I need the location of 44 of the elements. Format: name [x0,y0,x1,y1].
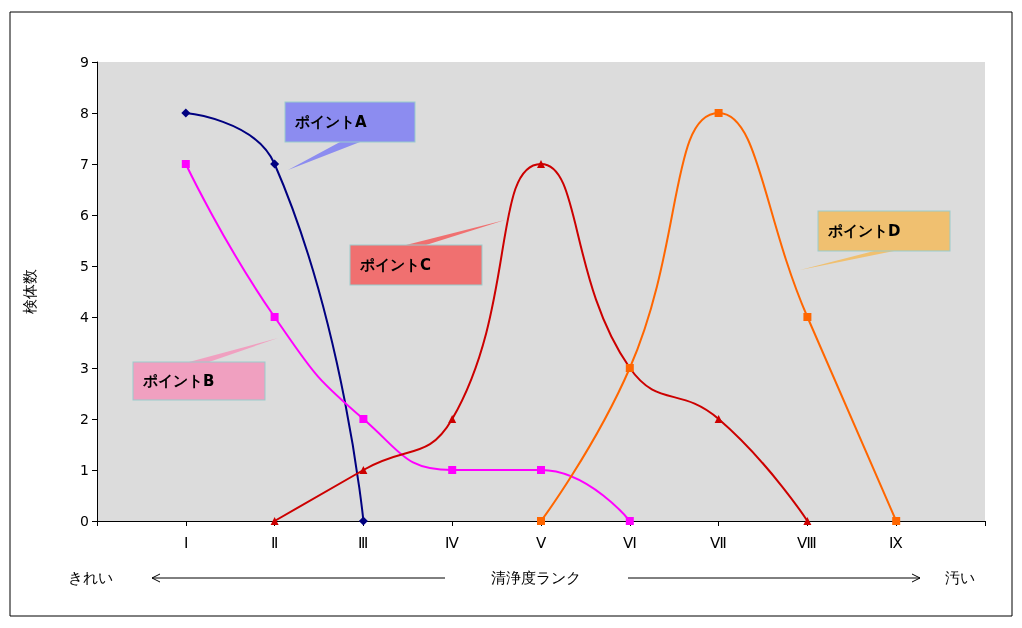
point [714,415,723,423]
y-tick-label: 4 [80,309,90,325]
y-tick-label: 6 [80,207,90,223]
y-axis-title: 検体数 [20,269,39,314]
point [270,159,280,169]
y-tick-label: 9 [80,54,89,70]
point [181,108,191,118]
point [803,313,812,321]
callout: ポイントB [132,338,278,401]
point [181,160,190,168]
point [448,466,457,474]
y-tick-label: 7 [80,156,89,172]
point [803,517,812,525]
point [714,109,723,117]
x-tick-label: Ⅶ [710,534,728,551]
text: 汚い [945,569,975,587]
point [270,517,279,525]
y-tick-label: 2 [80,411,89,427]
x-tick-label: Ⅰ [183,534,188,551]
x-tick-label: Ⅸ [889,534,904,551]
x-tick-label: Ⅵ [622,534,637,551]
point [359,466,368,474]
y-tick-label: 5 [80,258,89,274]
text: きれい [68,569,113,587]
point [359,415,368,423]
y-tick-label: 3 [80,360,89,376]
x-tick-label: Ⅷ [797,534,818,551]
point [358,516,368,526]
x-tick-label: Ⅲ [358,534,369,551]
y-tick-label: 1 [80,462,89,478]
point [537,160,545,168]
point [537,517,545,525]
point [448,415,457,423]
callout: ポイントA [284,101,416,170]
point [892,517,901,525]
x-axis-title: 清浄度ランク [491,569,581,587]
x-tick-label: Ⅴ [536,534,547,551]
x-tick-label: Ⅳ [445,534,460,551]
point [625,517,634,525]
x-tick-label: Ⅱ [271,534,279,551]
point [537,466,545,474]
y-tick-label: 0 [80,513,89,529]
y-tick-label: 8 [80,105,89,121]
point [270,313,279,321]
